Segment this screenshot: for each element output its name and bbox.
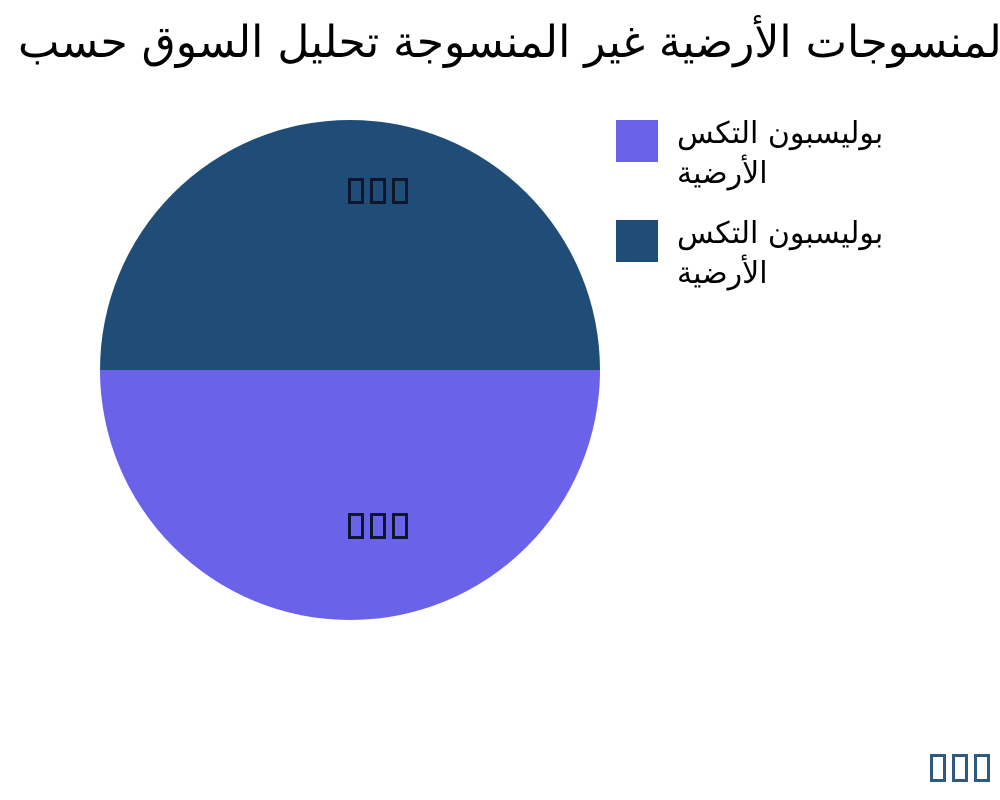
legend-label-line: بوليسبون التكس: [677, 116, 884, 151]
legend-label-slice-2: بوليسبون التكس الأرضية: [677, 214, 883, 294]
pie-slice-bottom: [100, 370, 600, 620]
missing-glyph-box: [952, 754, 968, 782]
pie-slice-top: [100, 120, 600, 370]
corner-watermark-mark: [930, 754, 990, 782]
chart-title: المنسوجات الأرضية غير المنسوجة تحليل الس…: [18, 17, 1000, 68]
legend-label-line: الأرضية: [677, 256, 768, 291]
slice-value-label-bottom: [348, 513, 408, 539]
missing-glyph-box: [370, 513, 386, 539]
missing-glyph-box: [392, 178, 408, 204]
missing-glyph-box: [974, 754, 990, 782]
missing-glyph-box: [392, 513, 408, 539]
legend-label-line: الأرضية: [677, 156, 768, 191]
legend-label-slice-1: بوليسبون التكس الأرضية: [677, 114, 883, 194]
missing-glyph-box: [348, 513, 364, 539]
legend-swatch-slice-1: [616, 120, 658, 162]
missing-glyph-box: [348, 178, 364, 204]
legend-swatch-slice-2: [616, 220, 658, 262]
missing-glyph-box: [930, 754, 946, 782]
missing-glyph-box: [370, 178, 386, 204]
slice-value-label-top: [348, 178, 408, 204]
legend-label-line: بوليسبون التكس: [677, 216, 884, 251]
